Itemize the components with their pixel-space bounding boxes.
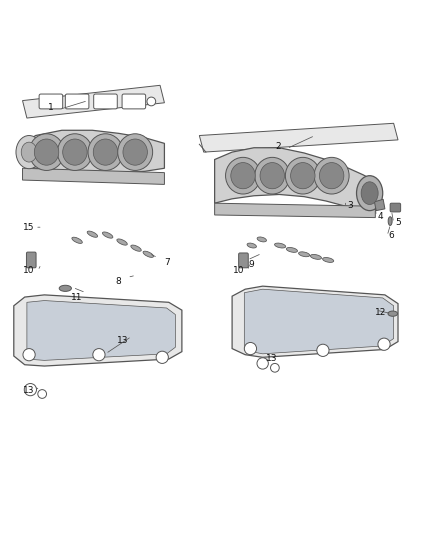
Text: 2: 2 — [275, 142, 281, 151]
Ellipse shape — [260, 163, 285, 189]
Ellipse shape — [226, 157, 261, 194]
Ellipse shape — [59, 285, 71, 292]
FancyBboxPatch shape — [39, 94, 63, 109]
Polygon shape — [22, 130, 164, 173]
Polygon shape — [199, 123, 398, 152]
Ellipse shape — [388, 217, 392, 225]
Ellipse shape — [102, 232, 113, 238]
Polygon shape — [22, 85, 164, 118]
Text: 11: 11 — [71, 293, 83, 302]
FancyBboxPatch shape — [122, 94, 146, 109]
FancyBboxPatch shape — [65, 94, 89, 109]
Circle shape — [244, 343, 257, 354]
Polygon shape — [27, 301, 175, 360]
Circle shape — [156, 351, 168, 364]
Polygon shape — [244, 289, 394, 354]
Ellipse shape — [286, 157, 320, 194]
Ellipse shape — [63, 139, 87, 165]
Circle shape — [378, 338, 390, 350]
Ellipse shape — [118, 134, 152, 171]
FancyBboxPatch shape — [94, 94, 117, 109]
Circle shape — [23, 349, 35, 361]
Circle shape — [24, 384, 36, 395]
Ellipse shape — [57, 134, 92, 171]
Ellipse shape — [143, 251, 153, 257]
Text: 8: 8 — [116, 277, 121, 286]
Polygon shape — [215, 148, 375, 209]
Circle shape — [257, 358, 268, 369]
Text: 13: 13 — [117, 336, 129, 345]
Ellipse shape — [257, 237, 266, 242]
Text: 9: 9 — [249, 260, 254, 269]
Text: 5: 5 — [395, 219, 401, 228]
Ellipse shape — [29, 134, 64, 171]
Ellipse shape — [16, 135, 42, 169]
Polygon shape — [374, 199, 385, 211]
Text: 13: 13 — [265, 354, 277, 362]
Ellipse shape — [88, 134, 123, 171]
Circle shape — [317, 344, 329, 357]
Polygon shape — [22, 168, 164, 184]
Text: 4: 4 — [378, 212, 383, 221]
Ellipse shape — [311, 254, 321, 260]
Ellipse shape — [247, 243, 256, 248]
Ellipse shape — [357, 176, 383, 211]
Circle shape — [271, 364, 279, 372]
Ellipse shape — [117, 239, 127, 245]
Ellipse shape — [21, 142, 37, 162]
Ellipse shape — [34, 139, 59, 165]
FancyBboxPatch shape — [26, 252, 36, 268]
FancyBboxPatch shape — [239, 253, 248, 268]
Ellipse shape — [314, 157, 349, 194]
Circle shape — [93, 349, 105, 361]
Ellipse shape — [255, 157, 290, 194]
Text: 13: 13 — [23, 386, 35, 395]
Ellipse shape — [319, 163, 344, 189]
Polygon shape — [232, 286, 398, 357]
Ellipse shape — [286, 247, 297, 252]
Text: 10: 10 — [233, 266, 244, 276]
Ellipse shape — [123, 139, 148, 165]
Text: 3: 3 — [347, 201, 353, 210]
Text: 12: 12 — [375, 308, 386, 317]
Ellipse shape — [322, 257, 334, 262]
Ellipse shape — [388, 311, 398, 316]
Circle shape — [38, 390, 46, 398]
Ellipse shape — [290, 163, 315, 189]
Ellipse shape — [361, 182, 378, 205]
Text: 1: 1 — [48, 103, 54, 111]
Ellipse shape — [131, 245, 141, 251]
Ellipse shape — [231, 163, 255, 189]
Ellipse shape — [299, 252, 310, 257]
FancyBboxPatch shape — [390, 203, 401, 212]
Text: 6: 6 — [389, 231, 394, 240]
Text: 10: 10 — [23, 266, 35, 276]
Polygon shape — [14, 295, 182, 366]
Ellipse shape — [93, 139, 118, 165]
Ellipse shape — [87, 231, 98, 237]
Text: 7: 7 — [164, 257, 170, 266]
Text: 15: 15 — [23, 223, 35, 232]
Polygon shape — [215, 203, 375, 217]
Ellipse shape — [72, 237, 82, 244]
Circle shape — [147, 97, 155, 106]
Ellipse shape — [275, 243, 286, 248]
